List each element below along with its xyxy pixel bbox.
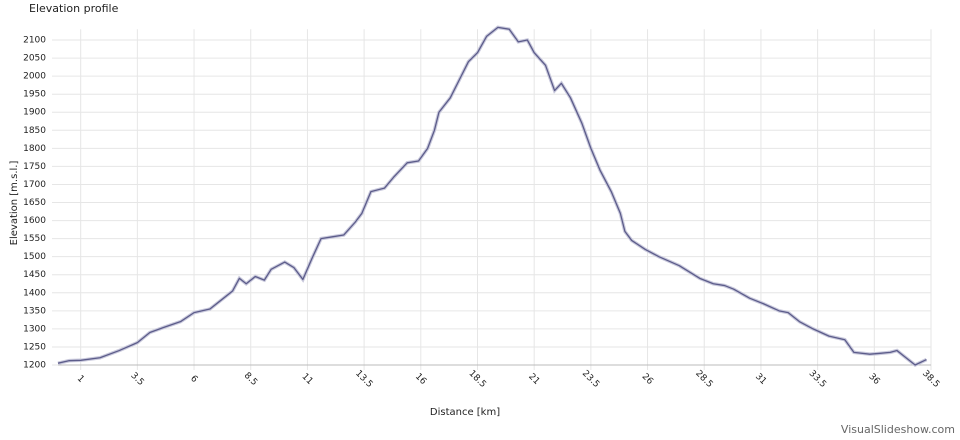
y-tick-label: 1250	[23, 342, 46, 352]
y-axis-label: Elevation [m.s.l.]	[9, 161, 20, 246]
y-tick-label: 2000	[23, 72, 46, 82]
x-tick-label: 23.5	[580, 369, 601, 390]
x-tick-label: 28.5	[693, 369, 714, 390]
x-tick-label: 31	[753, 372, 768, 387]
y-tick-label: 1400	[23, 288, 46, 298]
x-tick-label: 36	[866, 372, 881, 387]
line-shadow	[57, 25, 928, 368]
y-tick-label: 1950	[23, 90, 46, 100]
x-tick-label: 21	[526, 372, 541, 387]
x-tick-label: 33.5	[807, 369, 828, 390]
y-tick-label: 1650	[23, 198, 46, 208]
y-tick-label: 1300	[23, 324, 46, 334]
y-tick-label: 2050	[23, 54, 46, 64]
y-tick-label: 1600	[23, 216, 46, 226]
chart-title: Elevation profile	[29, 2, 119, 15]
y-tick-label: 1500	[23, 252, 46, 262]
x-tick-label: 38.5	[920, 369, 941, 390]
x-tick-label: 1	[75, 374, 86, 385]
y-tick-label: 1700	[23, 180, 46, 190]
y-tick-label: 2100	[23, 36, 46, 46]
y-tick-label: 1350	[23, 306, 46, 316]
x-tick-label: 8.5	[242, 371, 259, 388]
x-tick-label: 3.5	[128, 371, 145, 388]
elevation-line	[57, 26, 927, 366]
x-tick-label: 26	[640, 372, 655, 387]
y-tick-label: 1900	[23, 108, 46, 118]
y-tick-label: 1800	[23, 144, 46, 154]
x-axis-label: Distance [km]	[430, 407, 500, 418]
x-tick-label: 11	[299, 372, 314, 387]
watermark: VisualSlideshow.com	[841, 423, 955, 436]
x-tick-label: 13.5	[353, 369, 374, 390]
y-tick-label: 1750	[23, 162, 46, 172]
x-tick-label: 16	[413, 372, 428, 387]
y-tick-label: 1200	[23, 361, 46, 371]
x-tick-label: 18.5	[467, 369, 488, 390]
y-tick-label: 1850	[23, 126, 46, 136]
y-tick-label: 1450	[23, 270, 46, 280]
y-tick-label: 1550	[23, 234, 46, 244]
x-tick-label: 6	[188, 374, 199, 385]
